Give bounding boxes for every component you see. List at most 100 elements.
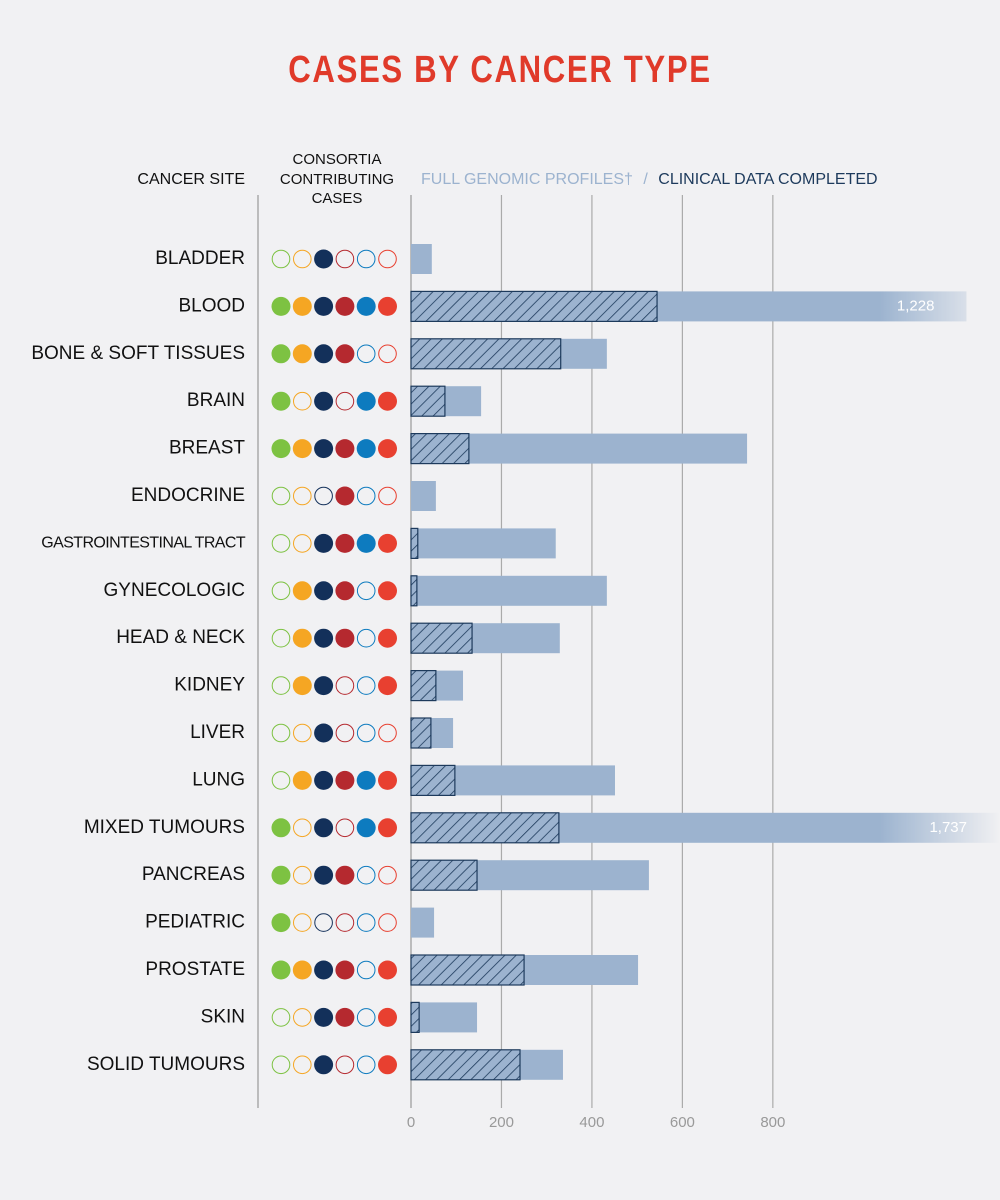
consortium-indicator [356,770,376,790]
x-tick-label: 0 [407,1114,415,1131]
consortium-indicator [378,249,397,269]
consortium-indicator [356,818,376,838]
consortium-indicator [356,533,376,553]
consortium-indicator [271,249,291,269]
consortium-indicator [378,486,397,506]
consortium-indicator [271,296,291,316]
value-label: 1,737 [929,819,967,836]
consortium-indicator [378,628,397,648]
consortium-indicator [293,391,312,411]
consortium-indicator [314,913,333,932]
bar [410,290,658,322]
bar [410,338,562,370]
bar [411,575,607,606]
consortium-indicator [293,723,312,743]
consortium-indicator [356,1055,376,1075]
consortium-indicator [378,1007,397,1027]
category-label: BLOOD [178,295,245,316]
consortium-indicator [335,913,355,932]
consortium-indicator [335,344,355,364]
consortium-indicator [271,1008,291,1027]
bar [410,527,419,560]
bar [410,764,456,797]
consortium-indicator [335,770,355,790]
bar [410,812,560,844]
legend-separator: / [643,171,648,188]
bar [410,385,446,417]
bar [410,859,478,891]
consortium-indicator [335,296,355,316]
consortium-indicator [292,296,312,316]
consortium-indicator [293,818,312,838]
bar [410,1001,420,1034]
consortium-indicator [314,770,334,790]
consortium-indicator [378,581,397,601]
consortium-indicator [271,723,291,743]
category-label: PEDIATRIC [145,912,245,933]
consortium-indicator [335,533,355,553]
consortium-indicator [271,865,291,885]
consortium-indicator [314,486,333,506]
bar [410,954,525,986]
bar [410,669,437,702]
consortium-indicator [293,249,312,269]
consortium-indicator [314,1007,334,1027]
consortia-header: CASES [312,190,363,207]
consortium-indicator [314,1055,334,1075]
category-header: CANCER SITE [137,171,245,188]
consortium-indicator [314,628,334,648]
x-tick-label: 600 [670,1114,695,1131]
category-label: SKIN [201,1006,245,1027]
consortium-indicator [314,391,334,411]
plot: 0 200 400 600 800 BLADDER BLOOD 1,228 BONE & SOF… [31,195,1000,1131]
consortium-indicator [271,913,291,933]
consortium-indicator [271,534,291,553]
consortium-indicator [378,344,397,364]
consortium-indicator [356,439,376,459]
consortium-indicator [335,439,355,459]
consortium-indicator [335,581,355,601]
consortium-indicator [314,344,334,364]
consortium-indicator [314,723,334,743]
category-label: KIDNEY [174,675,245,696]
consortium-indicator [314,581,334,601]
consortium-indicator [292,960,312,980]
bar [411,1002,478,1033]
consortium-indicator [335,1007,355,1027]
bar [410,575,418,607]
chart-title: CASES BY CANCER TYPE [288,49,711,91]
consortium-indicator [271,486,291,506]
bar [410,622,473,654]
consortium-indicator [356,249,376,269]
consortium-indicator [335,960,355,980]
consortium-indicator [378,391,397,411]
consortium-indicator [271,960,291,980]
consortium-indicator [335,486,355,506]
x-tick-label: 400 [579,1114,604,1131]
consortium-indicator [292,439,312,459]
consortium-indicator [356,344,376,364]
consortium-indicator [292,344,312,364]
consortium-indicator [378,770,397,790]
consortium-indicator [293,1055,312,1075]
category-label: BLADDER [155,248,245,269]
consortium-indicator [378,960,397,980]
consortia-header: CONTRIBUTING [280,171,394,188]
bar [411,481,436,511]
category-label: MIXED TUMOURS [84,817,245,838]
consortium-indicator [335,818,355,838]
consortium-indicator [356,676,376,695]
consortium-indicator [314,865,334,885]
consortium-indicator [271,628,291,648]
consortium-indicator [378,818,397,838]
consortium-indicator [335,249,355,269]
consortium-indicator [356,723,376,743]
category-label: LUNG [192,769,245,790]
consortium-indicator [293,534,312,553]
legend: FULL GENOMIC PROFILES† / CLINICAL DATA C… [421,171,878,188]
consortium-indicator [356,913,376,932]
bar [411,907,435,938]
consortium-indicator [292,628,312,648]
consortium-indicator [378,676,397,696]
